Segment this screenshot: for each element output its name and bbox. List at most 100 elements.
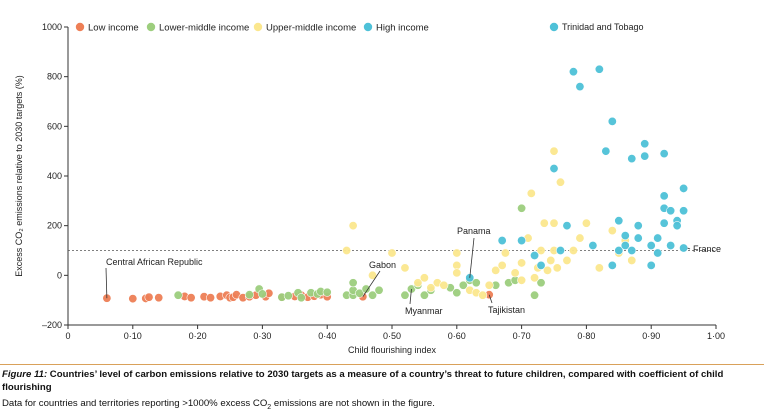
point-high-income <box>640 139 650 149</box>
y-tick-label: 200 <box>47 221 62 231</box>
point-upper-middle-income <box>426 283 436 293</box>
legend-label-low-income: Low income <box>88 23 139 34</box>
point-upper-middle-income <box>497 260 507 270</box>
x-tick-label: 0·10 <box>124 331 142 341</box>
annotations: Central African Republic Gabon Myanmar Pana… <box>105 22 721 316</box>
note-text-before: Data for countries and territories repor… <box>2 398 268 409</box>
x-tick-label: 0·40 <box>318 331 336 341</box>
annotation-trinidad-and-tobago: Trinidad and Tobago <box>562 22 644 32</box>
point-upper-middle-income <box>491 265 501 275</box>
point-high-income <box>555 246 565 256</box>
point-upper-middle-income <box>348 221 358 231</box>
y-tick-label: 400 <box>47 171 62 181</box>
x-tick-label: 0·90 <box>642 331 660 341</box>
y-tick-label: 600 <box>47 121 62 131</box>
point-upper-middle-income <box>555 177 565 187</box>
point-lower-middle-income <box>400 290 410 300</box>
y-tick-label: 0 <box>57 270 62 280</box>
point-high-income <box>568 67 578 77</box>
point-upper-middle-income <box>575 233 585 243</box>
point-lower-middle-income <box>530 290 540 300</box>
point-high-income <box>620 241 630 251</box>
leader-central-african-republic <box>105 267 108 299</box>
figure-label: Figure 11: <box>2 369 48 380</box>
point-upper-middle-income <box>387 248 397 258</box>
point-high-income <box>653 233 663 243</box>
annotation-gabon: Gabon <box>369 260 396 270</box>
point-lower-middle-income <box>471 278 481 288</box>
annotation-tajikistan: Tajikistan <box>488 305 525 315</box>
point-high-income <box>672 221 682 231</box>
y-tick-label: –200 <box>42 320 62 330</box>
data-points <box>102 64 689 304</box>
point-upper-middle-income <box>413 278 423 288</box>
point-upper-middle-income <box>530 273 540 283</box>
caption-divider <box>0 364 764 365</box>
point-lower-middle-income <box>173 290 183 300</box>
legend-label-upper-middle-income: Upper-middle income <box>266 23 356 34</box>
legend-label-lower-middle-income: Lower-middle income <box>159 23 249 34</box>
point-lower-middle-income <box>419 290 429 300</box>
point-upper-middle-income <box>452 268 462 278</box>
point-high-income <box>646 260 656 270</box>
figure-title: Countries’ level of carbon emissions rel… <box>2 369 724 393</box>
point-lower-middle-income <box>536 278 546 288</box>
figure-caption: Figure 11: Countries’ level of carbon em… <box>2 369 742 394</box>
annotation-myanmar: Myanmar <box>405 306 443 316</box>
point-upper-middle-income <box>500 248 510 258</box>
y-tick-label: 1000 <box>42 22 62 32</box>
point-high-income <box>659 149 669 159</box>
x-tick-label: 0·70 <box>513 331 531 341</box>
legend-marker-low-income <box>75 22 85 32</box>
point-high-income <box>536 260 546 270</box>
point-high-income <box>679 183 689 193</box>
point-high-income <box>549 164 559 174</box>
point-upper-middle-income <box>478 290 488 300</box>
point-high-income <box>497 236 507 246</box>
point-trinidad-and-tobago <box>549 22 559 32</box>
legend-marker-high-income <box>363 22 373 32</box>
point-upper-middle-income <box>419 273 429 283</box>
point-upper-middle-income <box>400 263 410 273</box>
leader-myanmar <box>409 288 412 305</box>
point-upper-middle-income <box>562 255 572 265</box>
point-upper-middle-income <box>594 263 604 273</box>
chart-svg: Low income Lower-middle income Upper-middl… <box>14 22 725 355</box>
leader-panama <box>469 237 475 278</box>
point-low-income <box>206 293 216 303</box>
leader-france <box>687 247 691 250</box>
x-tick-label: 1·00 <box>707 331 725 341</box>
point-high-income <box>607 116 617 126</box>
point-lower-middle-income <box>283 291 293 301</box>
point-high-income <box>614 246 624 256</box>
point-low-income <box>186 293 196 303</box>
x-tick-label: 0·50 <box>383 331 401 341</box>
point-high-income <box>627 246 637 256</box>
point-high-income <box>588 241 598 251</box>
point-upper-middle-income <box>484 280 494 290</box>
point-low-income <box>144 292 154 302</box>
legend-marker-upper-middle-income <box>253 22 263 32</box>
point-low-income <box>128 294 138 304</box>
point-low-income <box>154 293 164 303</box>
point-high-income <box>653 248 663 258</box>
point-upper-middle-income <box>549 146 559 156</box>
leader-gabon <box>362 270 381 297</box>
point-upper-middle-income <box>536 246 546 256</box>
point-lower-middle-income <box>296 293 306 303</box>
x-tick-label: 0·60 <box>448 331 466 341</box>
note-text-after: emissions are not shown in the figure. <box>271 398 435 409</box>
point-high-income <box>633 221 643 231</box>
legend-label-high-income: High income <box>376 23 429 34</box>
point-upper-middle-income <box>543 265 553 275</box>
scatter-chart: Low income Lower-middle income Upper-middl… <box>14 22 725 355</box>
point-high-income <box>627 154 637 164</box>
y-tick-label: 800 <box>47 72 62 82</box>
point-upper-middle-income <box>342 246 352 256</box>
point-lower-middle-income <box>257 289 267 299</box>
point-upper-middle-income <box>607 226 617 236</box>
point-upper-middle-income <box>517 275 527 285</box>
point-lower-middle-income <box>452 288 462 298</box>
point-high-income <box>679 243 689 253</box>
